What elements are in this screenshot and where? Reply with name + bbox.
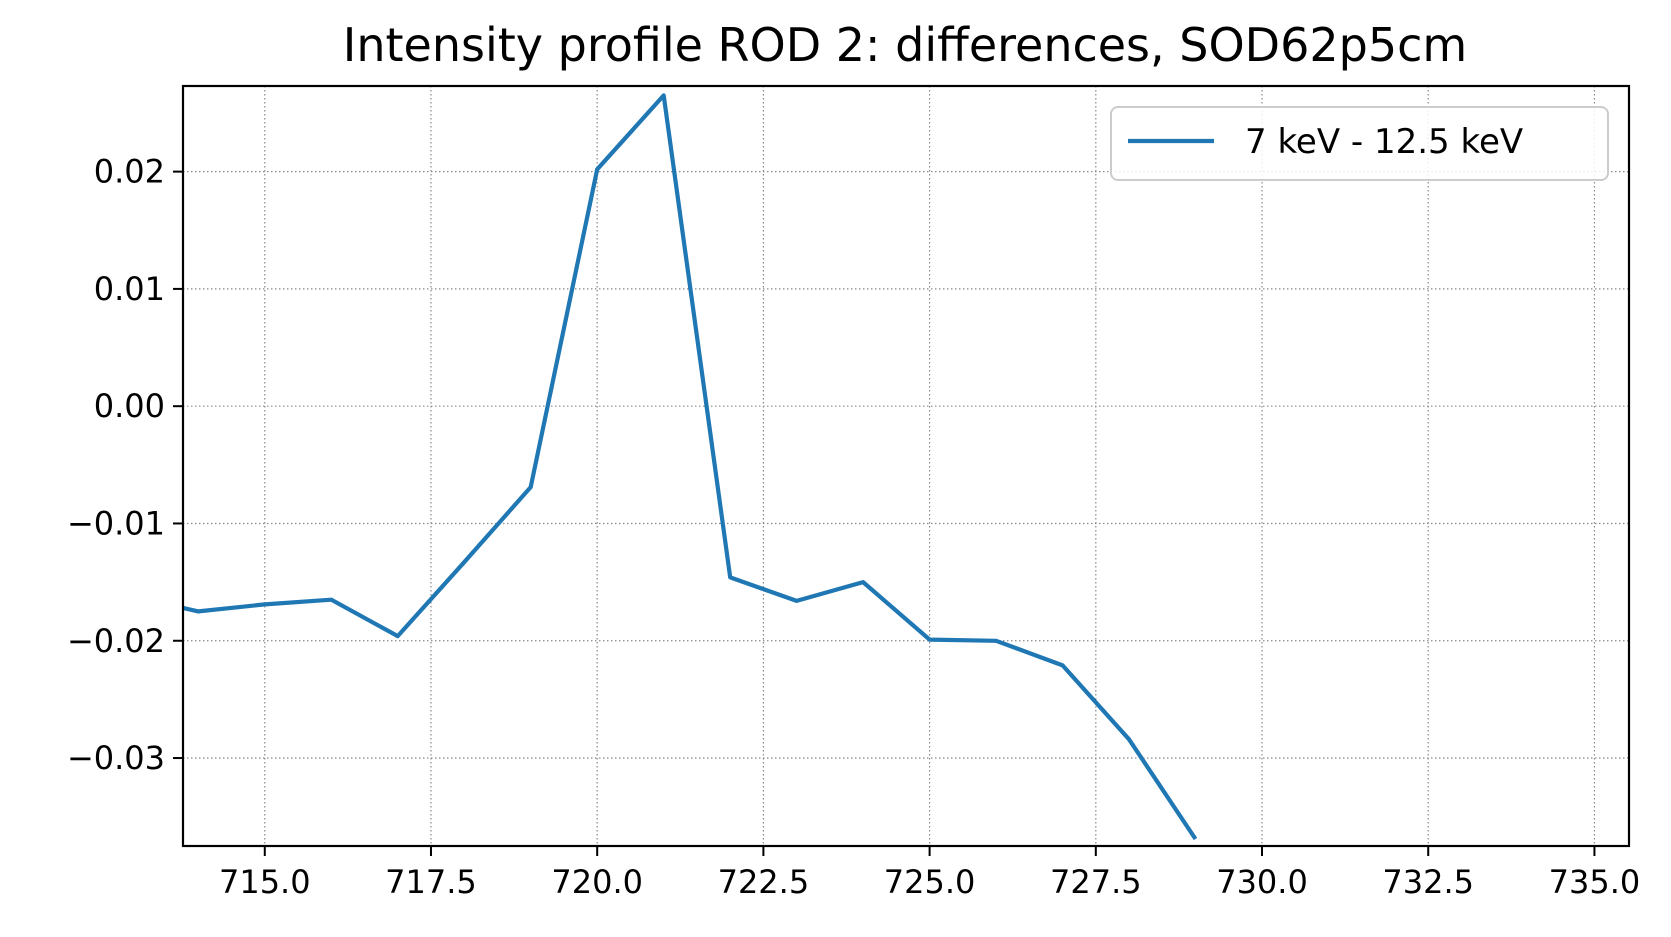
plot-frame bbox=[181, 84, 1631, 848]
grid-lines bbox=[183, 86, 1629, 846]
x-tick-label: 727.5 bbox=[1050, 863, 1142, 901]
y-tick-label: −0.01 bbox=[67, 504, 165, 542]
plot-area bbox=[183, 86, 1629, 846]
y-tick-label: 0.00 bbox=[94, 387, 165, 425]
x-tick-label: 722.5 bbox=[718, 863, 810, 901]
y-tick-label: −0.03 bbox=[67, 739, 165, 777]
x-tick-label: 730.0 bbox=[1216, 863, 1308, 901]
x-tick-label: 735.0 bbox=[1549, 863, 1641, 901]
series-line bbox=[182, 93, 1198, 841]
x-tick-label: 720.0 bbox=[551, 863, 643, 901]
x-axis-ticks: 715.0 717.5 720.0 722.5 725.0 727.5 730.0 732.5… bbox=[219, 846, 1640, 901]
x-tick-label: 732.5 bbox=[1382, 863, 1474, 901]
legend-box bbox=[1110, 106, 1609, 181]
y-tick-label: −0.02 bbox=[67, 622, 165, 660]
legend-label: 7 keV - 12.5 keV bbox=[1245, 122, 1523, 162]
x-tick-label: 725.0 bbox=[884, 863, 976, 901]
legend: 7 keV - 12.5 keV bbox=[1110, 106, 1609, 181]
y-tick-label: 0.01 bbox=[94, 270, 165, 308]
x-tick-label: 715.0 bbox=[219, 863, 311, 901]
data-series bbox=[182, 93, 1198, 841]
y-axis-ticks: 0.02 0.01 0.00 −0.01 −0.02 −0.03 bbox=[67, 153, 183, 777]
x-tick-label: 717.5 bbox=[385, 863, 477, 901]
y-tick-label: 0.02 bbox=[94, 153, 165, 191]
chart-title: Intensity profile ROD 2: differences, SO… bbox=[343, 18, 1467, 72]
